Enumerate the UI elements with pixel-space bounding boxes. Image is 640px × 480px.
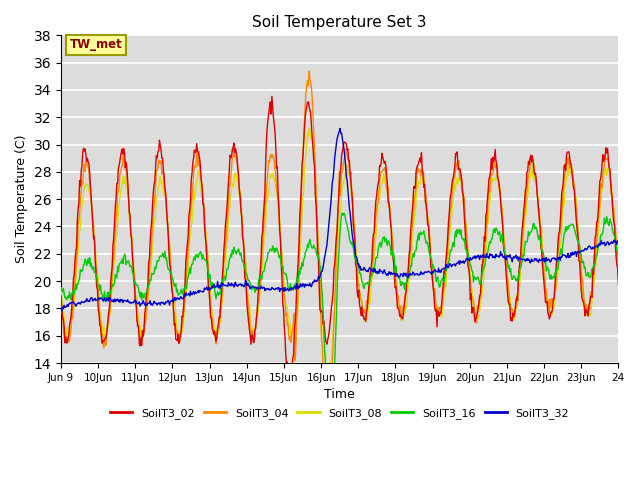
- Title: Soil Temperature Set 3: Soil Temperature Set 3: [252, 15, 427, 30]
- SoilT3_08: [67, 321, 75, 326]
- SoilT3_16: [426, 250, 433, 256]
- SoilT3_16: [181, 284, 189, 289]
- SoilT3_32: [426, 269, 433, 275]
- SoilT3_02: [268, 94, 276, 99]
- SoilT3_16: [125, 258, 132, 264]
- SoilT3_04: [125, 193, 132, 199]
- SoilT3_04: [57, 295, 65, 301]
- Legend: SoilT3_02, SoilT3_04, SoilT3_08, SoilT3_16, SoilT3_32: SoilT3_02, SoilT3_04, SoilT3_08, SoilT3_…: [106, 403, 573, 423]
- SoilT3_02: [181, 280, 189, 286]
- SoilT3_04: [305, 68, 313, 74]
- SoilT3_02: [409, 200, 417, 205]
- SoilT3_02: [125, 194, 132, 200]
- X-axis label: Time: Time: [324, 388, 355, 401]
- SoilT3_32: [68, 300, 76, 306]
- SoilT3_04: [409, 207, 417, 213]
- SoilT3_32: [409, 269, 417, 275]
- SoilT3_16: [409, 251, 417, 257]
- SoilT3_08: [614, 271, 622, 277]
- SoilT3_32: [211, 285, 219, 290]
- Line: SoilT3_32: SoilT3_32: [61, 129, 618, 311]
- SoilT3_04: [426, 228, 433, 234]
- SoilT3_08: [125, 195, 132, 201]
- SoilT3_02: [57, 293, 65, 299]
- SoilT3_08: [426, 230, 433, 236]
- SoilT3_02: [284, 378, 292, 384]
- SoilT3_08: [57, 285, 65, 290]
- SoilT3_32: [182, 290, 189, 296]
- SoilT3_08: [325, 379, 333, 384]
- SoilT3_04: [211, 332, 218, 337]
- SoilT3_08: [409, 230, 417, 236]
- SoilT3_16: [340, 210, 348, 216]
- SoilT3_16: [67, 297, 75, 302]
- SoilT3_04: [614, 262, 622, 267]
- SoilT3_08: [211, 328, 218, 334]
- SoilT3_02: [426, 236, 433, 241]
- SoilT3_04: [67, 326, 75, 332]
- Line: SoilT3_04: SoilT3_04: [61, 71, 618, 411]
- Line: SoilT3_08: SoilT3_08: [61, 128, 618, 382]
- SoilT3_02: [614, 281, 622, 287]
- SoilT3_08: [305, 125, 313, 131]
- Y-axis label: Soil Temperature (C): Soil Temperature (C): [15, 135, 28, 264]
- SoilT3_32: [58, 308, 66, 314]
- SoilT3_02: [211, 328, 218, 334]
- SoilT3_04: [323, 408, 331, 414]
- SoilT3_08: [181, 298, 189, 304]
- SoilT3_16: [326, 443, 334, 448]
- SoilT3_32: [57, 307, 65, 312]
- Line: SoilT3_02: SoilT3_02: [61, 96, 618, 381]
- Line: SoilT3_16: SoilT3_16: [61, 213, 618, 445]
- SoilT3_02: [67, 312, 75, 318]
- SoilT3_16: [57, 285, 65, 291]
- SoilT3_32: [125, 300, 133, 306]
- SoilT3_32: [336, 126, 344, 132]
- SoilT3_04: [181, 286, 189, 291]
- Text: TW_met: TW_met: [69, 38, 122, 51]
- SoilT3_32: [614, 237, 622, 243]
- SoilT3_16: [211, 286, 218, 291]
- SoilT3_16: [614, 252, 622, 257]
